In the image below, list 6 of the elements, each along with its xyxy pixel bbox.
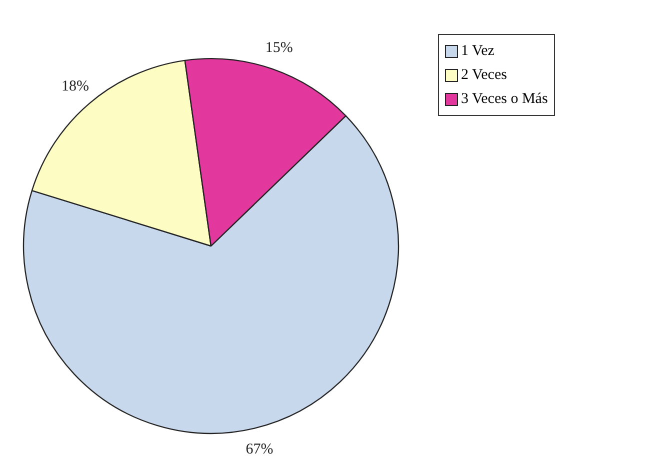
legend-label: 1 Vez	[461, 42, 494, 61]
data-label: 18%	[62, 78, 90, 94]
legend-label: 2 Veces	[461, 66, 507, 85]
legend-label: 3 Veces o Más	[461, 90, 548, 109]
data-label: 15%	[265, 40, 293, 56]
data-label: 67%	[246, 442, 274, 458]
